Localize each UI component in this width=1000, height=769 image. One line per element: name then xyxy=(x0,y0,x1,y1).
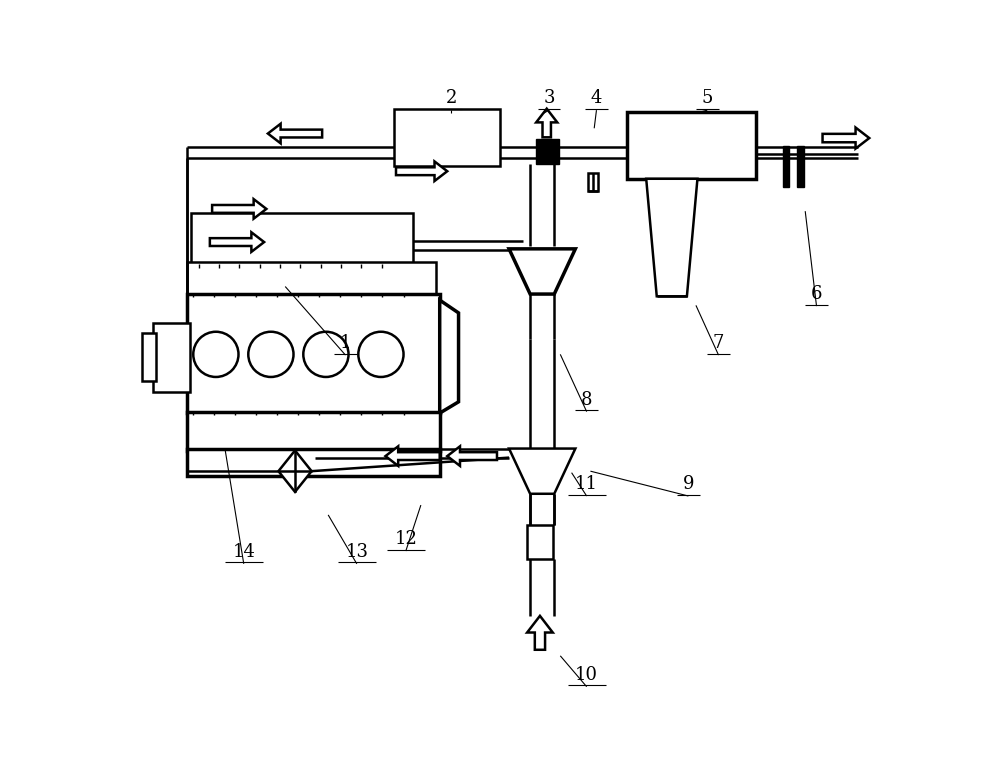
Polygon shape xyxy=(385,446,440,466)
Polygon shape xyxy=(509,249,575,294)
Text: 9: 9 xyxy=(683,475,694,493)
Text: 5: 5 xyxy=(702,89,713,107)
Polygon shape xyxy=(268,124,322,143)
Bar xyxy=(783,145,789,187)
Text: 11: 11 xyxy=(575,475,598,493)
Bar xyxy=(527,524,553,559)
Polygon shape xyxy=(440,300,459,413)
Text: 7: 7 xyxy=(713,334,724,352)
Bar xyxy=(627,112,756,178)
Text: 14: 14 xyxy=(232,543,255,561)
Bar xyxy=(142,332,156,381)
Bar xyxy=(187,294,440,413)
Text: 6: 6 xyxy=(811,285,822,303)
Text: 3: 3 xyxy=(543,89,555,107)
Text: 10: 10 xyxy=(575,666,598,684)
Bar xyxy=(187,262,436,294)
Polygon shape xyxy=(536,108,557,138)
Polygon shape xyxy=(278,451,312,492)
Polygon shape xyxy=(210,232,264,252)
Bar xyxy=(394,109,500,166)
Bar xyxy=(187,449,440,477)
Text: 2: 2 xyxy=(445,89,457,107)
Text: 12: 12 xyxy=(394,530,417,548)
Text: 13: 13 xyxy=(345,543,368,561)
Bar xyxy=(153,323,190,392)
Bar xyxy=(191,213,413,264)
Polygon shape xyxy=(527,616,553,650)
Polygon shape xyxy=(646,178,697,296)
Polygon shape xyxy=(509,448,575,494)
Text: 4: 4 xyxy=(591,89,602,107)
Polygon shape xyxy=(447,446,497,466)
Polygon shape xyxy=(396,161,447,181)
Polygon shape xyxy=(823,128,869,148)
Bar xyxy=(187,411,440,451)
Polygon shape xyxy=(212,199,266,218)
Bar xyxy=(536,139,559,164)
Text: 1: 1 xyxy=(340,334,351,352)
Text: 8: 8 xyxy=(581,391,592,408)
Bar xyxy=(588,174,598,191)
Bar xyxy=(797,145,804,187)
